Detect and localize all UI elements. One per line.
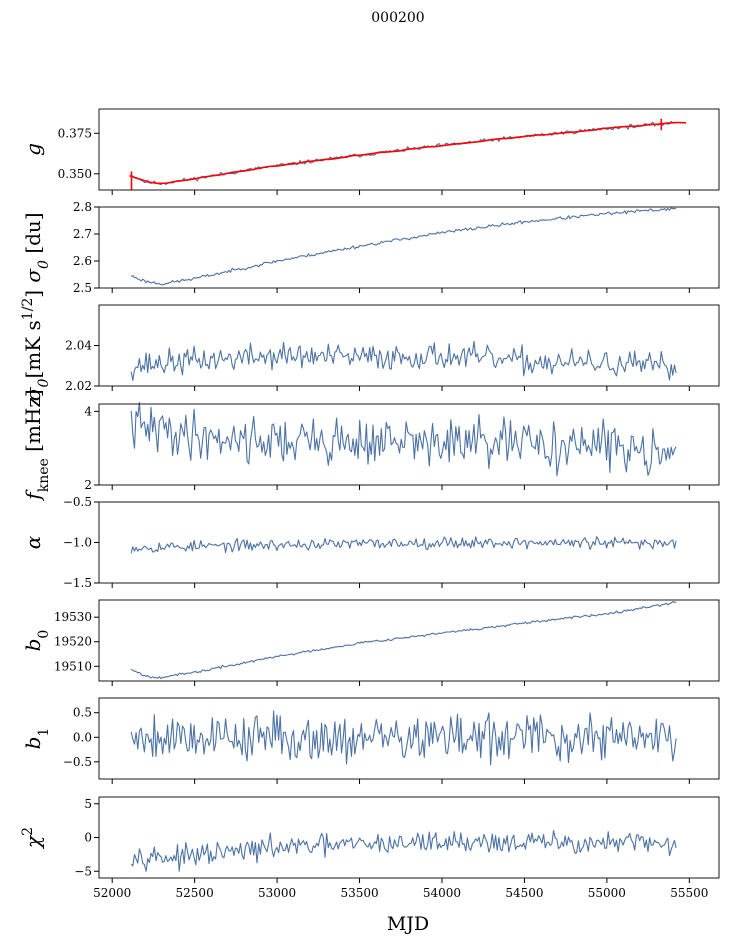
panel-alpha: −1.5 −1.0 −0.5 α — [21, 495, 720, 590]
panel-fknee: 2 4 fknee [mHz] — [21, 389, 720, 502]
y-tick-label-fknee: 2 — [84, 478, 92, 492]
y-tick-label-fknee: 4 — [84, 404, 92, 418]
panel-g: 0.350 0.375 g — [21, 108, 720, 195]
y-axis-label-fknee: fknee [mHz] — [21, 389, 52, 501]
x-tick-label: 53000 — [258, 886, 296, 900]
y-tick-label-b0: 19510 — [54, 659, 92, 673]
panel-sigma0_mK: 2.02 2.04 σ0[mK s1/2] — [20, 290, 720, 401]
panel-chi2: −5 0 5 52000 52500 53000 53500 54000 54500 55000 5… — [20, 796, 720, 900]
y-axis-label-chi2: χ2 — [20, 827, 45, 850]
x-tick-label: 54500 — [505, 886, 543, 900]
y-tick-label-sigma0_du: 2.5 — [73, 281, 92, 295]
y-tick-label-b0: 19520 — [54, 635, 92, 649]
series-line-b1 — [130, 710, 677, 766]
series-line-fknee — [130, 402, 677, 477]
y-tick-label-alpha: −0.5 — [63, 495, 92, 509]
series-line-sigma0_du — [130, 207, 677, 286]
x-axis-label: MJD — [387, 913, 429, 935]
y-tick-label-b1: 0.0 — [73, 730, 92, 744]
y-tick-label-g: 0.350 — [58, 167, 92, 181]
x-tick-label: 53500 — [340, 886, 378, 900]
series-line-sigma0_mK — [130, 340, 677, 381]
y-tick-label-chi2: 5 — [84, 797, 92, 811]
y-tick-label-alpha: −1.5 — [63, 576, 92, 590]
y-axis-label-b1: b1 — [21, 728, 52, 750]
y-tick-label-sigma0_du: 2.6 — [73, 254, 92, 268]
axes-frame-b1 — [98, 697, 720, 780]
fit-line-g — [129, 121, 687, 185]
y-tick-label-chi2: 0 — [84, 831, 92, 845]
figure-title: 000200 — [371, 10, 424, 26]
x-tick-label: 54000 — [423, 886, 461, 900]
axes-frame-g — [98, 108, 720, 191]
axes-frame-sigma0_du — [98, 206, 720, 289]
y-tick-label-b0: 19530 — [54, 610, 92, 624]
series-line-g — [130, 120, 677, 186]
y-tick-label-sigma0_du: 2.7 — [73, 227, 92, 241]
y-axis-label-b0: b0 — [21, 630, 52, 652]
y-axis-label-alpha: α — [21, 535, 45, 549]
y-tick-label-g: 0.375 — [58, 126, 92, 140]
axes-frame-fknee — [98, 403, 720, 486]
y-tick-label-sigma0_mK: 2.04 — [65, 339, 92, 353]
series-line-chi2 — [130, 829, 677, 872]
x-tick-label: 52000 — [93, 886, 131, 900]
axes-frame-b0 — [98, 599, 720, 682]
series-line-b0 — [130, 601, 677, 680]
y-tick-label-sigma0_du: 2.8 — [73, 200, 92, 214]
x-tick-label: 52500 — [176, 886, 214, 900]
y-tick-label-sigma0_mK: 2.02 — [65, 379, 92, 393]
y-tick-label-chi2: −5 — [74, 864, 92, 878]
panel-sigma0_du: 2.5 2.6 2.7 2.8 σ0 [du] — [21, 200, 720, 295]
x-tick-label: 55500 — [670, 886, 708, 900]
axes-frame-sigma0_mK — [98, 304, 720, 387]
x-tick-label: 55000 — [588, 886, 626, 900]
y-tick-label-alpha: −1.0 — [63, 536, 92, 550]
panel-b1: −0.5 0.0 0.5 b1 — [21, 697, 720, 784]
panels-group: 0.350 0.375 g 2.5 2.6 2.7 2.8 σ0 [du] 2.02 2.04 σ0… — [20, 108, 720, 900]
y-tick-label-b1: 0.5 — [73, 706, 92, 720]
y-tick-label-b1: −0.5 — [63, 755, 92, 769]
y-axis-label-sigma0_mK: σ0[mK s1/2] — [20, 290, 52, 401]
series-line-alpha — [130, 536, 677, 554]
y-axis-label-g: g — [21, 143, 45, 156]
y-axis-label-sigma0_du: σ0 [du] — [21, 212, 52, 282]
